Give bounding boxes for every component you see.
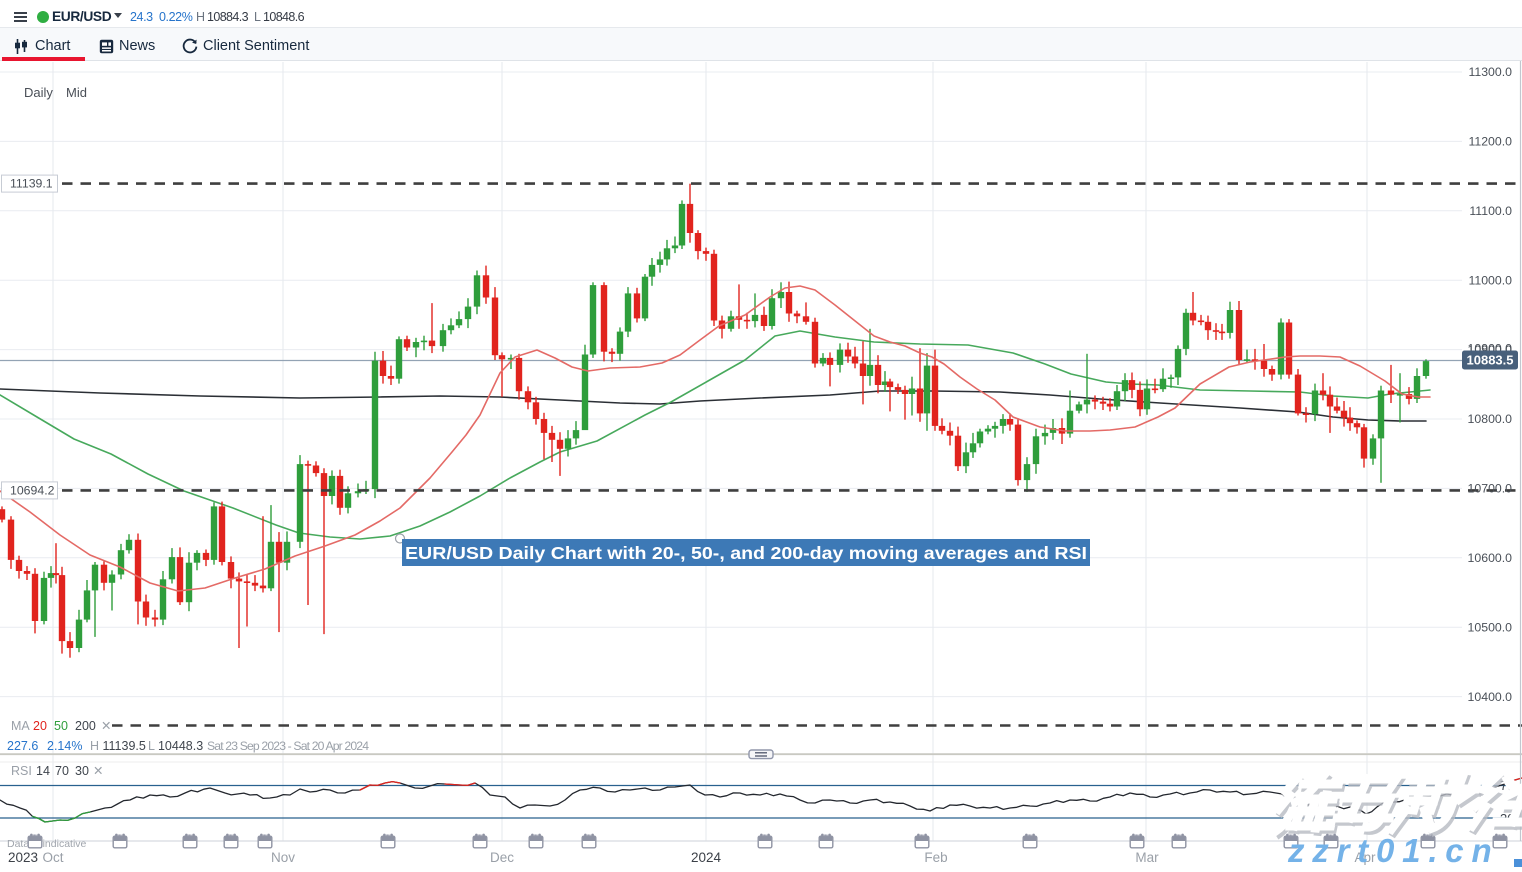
svg-text:L 10448.3: L 10448.3 [148,739,203,753]
svg-text:10400.0: 10400.0 [1468,690,1513,704]
svg-text:Nov: Nov [271,850,295,865]
svg-text:10600.0: 10600.0 [1468,551,1513,565]
svg-text:Dec: Dec [490,850,514,865]
svg-text:11100.0: 11100.0 [1469,204,1512,218]
svg-text:200: 200 [75,719,96,733]
svg-text:10700.0: 10700.0 [1468,482,1513,496]
svg-text:2.14%: 2.14% [47,739,82,753]
svg-text:11000.0: 11000.0 [1468,273,1512,287]
svg-text:10800.0: 10800.0 [1468,412,1513,426]
svg-text:50: 50 [54,719,68,733]
svg-text:Mid: Mid [66,85,87,100]
svg-text:Mar: Mar [1135,850,1159,865]
svg-text:20: 20 [33,719,47,733]
svg-text:10500.0: 10500.0 [1468,620,1513,634]
svg-text:10694.2: 10694.2 [10,483,55,497]
svg-text:RSI: RSI [11,764,32,778]
svg-text:zzrt01.cn: zzrt01.cn [1287,832,1499,867]
svg-text:10883.5: 10883.5 [1467,353,1514,368]
svg-text:✕: ✕ [101,719,111,733]
svg-text:MA: MA [11,719,30,733]
svg-text:Data is indicative: Data is indicative [7,838,87,850]
svg-text:Oct: Oct [42,850,63,865]
svg-text:Sat 23 Sep 2023 - Sat 20 Apr 2: Sat 23 Sep 2023 - Sat 20 Apr 2024 [207,739,369,753]
svg-text:H 11139.5: H 11139.5 [90,739,146,753]
svg-text:70: 70 [55,764,69,778]
svg-text:30: 30 [75,764,89,778]
svg-text:11200.0: 11200.0 [1468,135,1512,149]
svg-text:EUR/USD Daily Chart with 20-,: EUR/USD Daily Chart with 20-, 50-, and 2… [405,543,1087,563]
svg-text:Daily: Daily [24,85,53,100]
svg-text:Feb: Feb [924,850,947,865]
svg-text:11139.1: 11139.1 [10,177,53,191]
svg-text:Apr: Apr [1354,850,1376,865]
svg-text:2023: 2023 [8,850,38,865]
svg-text:14: 14 [36,764,50,778]
svg-text:227.6: 227.6 [7,739,38,753]
svg-text:2024: 2024 [691,850,722,865]
svg-text:11300.0: 11300.0 [1468,65,1512,79]
svg-text:✕: ✕ [93,764,103,778]
